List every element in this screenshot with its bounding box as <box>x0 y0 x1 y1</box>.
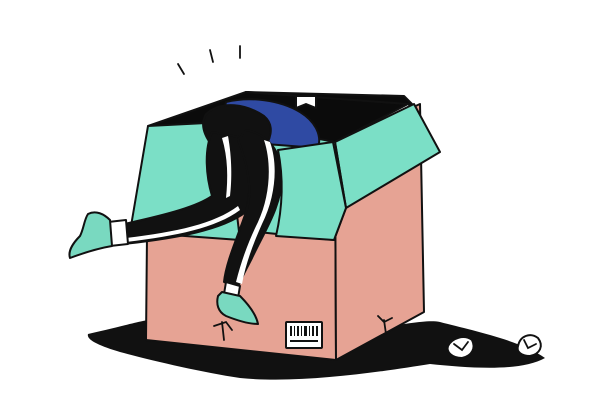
person-leg-right <box>216 129 283 325</box>
tag-icon <box>295 95 317 109</box>
barcode-label <box>285 321 323 349</box>
person-leg-left <box>68 131 251 259</box>
shoe-left-icon <box>68 211 113 259</box>
motion-marks <box>177 45 241 75</box>
shoe-right-icon <box>216 291 259 325</box>
fragile-mark <box>213 315 393 341</box>
crumpled-paper <box>446 334 542 359</box>
box-flap-front <box>275 141 347 241</box>
